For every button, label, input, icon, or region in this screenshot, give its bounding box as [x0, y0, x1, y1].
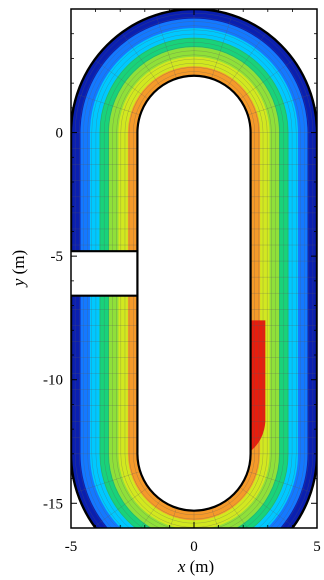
axis-ticks — [70, 8, 318, 529]
inlet-gap — [71, 251, 138, 296]
x-tick-label: 0 — [190, 539, 198, 555]
mesh-spoke-top-2 — [239, 59, 294, 100]
x-axis-label: x (m) — [177, 557, 214, 576]
mesh-spoke-bottom-9 — [247, 471, 312, 493]
inner-wall — [136, 74, 252, 512]
y-tick-label: -15 — [43, 496, 63, 512]
domain-outline — [71, 9, 317, 528]
tick-labels: -5 0 5 0 -5 -10 -15 — [43, 126, 321, 555]
x-tick-label: 5 — [313, 539, 321, 555]
mesh-spoke-top-6 — [155, 14, 177, 79]
mesh-spoke-top-8 — [94, 59, 149, 100]
mesh-spoke-bottom-4 — [169, 507, 177, 528]
mesh-spoke-top-4 — [211, 14, 233, 79]
outer-wall — [71, 9, 317, 528]
y-axis-label: y (m) — [9, 250, 28, 288]
mesh-spoke-bottom-3 — [140, 499, 161, 528]
y-tick-label: 0 — [56, 126, 64, 142]
plot-area — [71, 9, 317, 528]
mesh-spoke-top-7 — [121, 32, 161, 87]
y-tick-label: -5 — [51, 249, 64, 265]
mesh-spoke-bottom-6 — [211, 507, 219, 528]
mesh-spoke-bottom-2 — [94, 487, 149, 527]
mesh-spoke-top-1 — [247, 94, 312, 116]
mesh-spoke-bottom-7 — [227, 499, 248, 528]
mesh-spoke-bottom-8 — [239, 487, 294, 527]
mesh-spoke-top-9 — [76, 94, 141, 116]
x-tick-label: -5 — [65, 539, 78, 555]
mesh-spoke-top-3 — [227, 32, 267, 87]
y-tick-label: -10 — [43, 373, 63, 389]
mesh-spoke-bottom-1 — [76, 471, 141, 493]
